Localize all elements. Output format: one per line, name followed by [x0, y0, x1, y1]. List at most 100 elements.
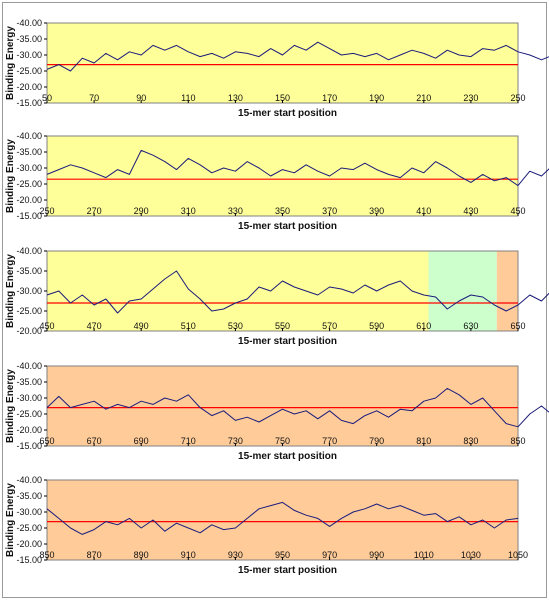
y-tick-label: -25.00 — [16, 306, 42, 316]
plot-background-yellow — [47, 23, 518, 103]
y-tick-label: -15.00 — [16, 211, 42, 221]
x-tick-label: 230 — [463, 93, 478, 103]
y-tick-label: -35.00 — [16, 377, 42, 387]
x-tick-label: 810 — [416, 436, 431, 446]
x-tick-label: 130 — [228, 93, 243, 103]
x-tick-label: 270 — [87, 206, 102, 216]
binding-energy-series-line — [46, 501, 519, 535]
plot-background-orange — [47, 366, 518, 446]
y-tick-label: -20.00 — [16, 82, 42, 92]
x-tick-label: 850 — [39, 550, 54, 560]
x-tick-label: 90 — [136, 93, 146, 103]
binding-energy-series-line — [46, 387, 549, 428]
y-tick-label: -40.00 — [16, 246, 42, 256]
y-tick-label: -40.00 — [16, 475, 42, 485]
binding-energy-series-line — [46, 270, 549, 314]
y-axis-label: Binding Energy — [5, 26, 16, 100]
y-axis-label: Binding Energy — [5, 139, 16, 213]
y-tick-label: -30.00 — [16, 286, 42, 296]
x-tick-label: 930 — [228, 550, 243, 560]
binding-energy-series-line — [46, 41, 549, 72]
x-tick-label: 450 — [510, 206, 525, 216]
y-tick-label: -40.00 — [16, 131, 42, 141]
y-tick-label: -20.00 — [16, 195, 42, 205]
x-axis-label: 15-mer start position — [238, 565, 337, 576]
x-tick-label: 590 — [369, 321, 384, 331]
chart-panel-5: -40.00 -35.00 -30.00 -25.00 -20.00 -15.00 850 8… — [0, 462, 549, 576]
x-tick-label: 250 — [39, 206, 54, 216]
y-tick-label: -40.00 — [16, 18, 42, 28]
x-tick-label: 550 — [275, 321, 290, 331]
y-tick-label: -20.00 — [16, 425, 42, 435]
x-axis-label: 15-mer start position — [238, 221, 337, 232]
x-tick-label: 450 — [39, 321, 54, 331]
x-tick-label: 370 — [322, 206, 337, 216]
x-tick-label: 390 — [369, 206, 384, 216]
y-tick-label: -20.00 — [16, 326, 42, 336]
x-tick-label: 530 — [228, 321, 243, 331]
x-tick-label: 150 — [275, 93, 290, 103]
x-tick-label: 310 — [181, 206, 196, 216]
x-tick-label: 350 — [275, 206, 290, 216]
x-tick-label: 330 — [228, 206, 243, 216]
x-tick-label: 50 — [42, 93, 52, 103]
x-tick-label: 870 — [87, 550, 102, 560]
x-tick-label: 70 — [89, 93, 99, 103]
y-tick-label: -30.00 — [16, 163, 42, 173]
x-tick-label: 110 — [181, 93, 195, 103]
x-tick-label: 850 — [510, 436, 525, 446]
y-tick-label: -40.00 — [16, 361, 42, 371]
chart-panel-4: -40.00 -35.00 -30.00 -25.00 -20.00 -15.00 650 6… — [0, 348, 549, 462]
y-axis-label: Binding Energy — [5, 254, 16, 328]
x-tick-label: 510 — [181, 321, 196, 331]
x-tick-label: 730 — [228, 436, 243, 446]
chart-panel-2: -40.00 -35.00 -30.00 -25.00 -20.00 -15.00 250 2… — [0, 118, 549, 232]
chart-panel-1: -40.00 -35.00 -30.00 -25.00 -20.00 -15.00 50 70… — [0, 5, 549, 119]
plot-background-orange — [496, 251, 518, 331]
x-tick-label: 1030 — [461, 550, 481, 560]
x-tick-label: 650 — [510, 321, 525, 331]
x-tick-label: 990 — [369, 550, 384, 560]
y-tick-label: -15.00 — [16, 98, 42, 108]
x-tick-label: 650 — [39, 436, 54, 446]
x-tick-label: 290 — [134, 206, 149, 216]
x-axis-label: 15-mer start position — [238, 108, 337, 119]
x-tick-label: 490 — [134, 321, 149, 331]
x-tick-label: 170 — [322, 93, 337, 103]
x-tick-label: 710 — [181, 436, 196, 446]
y-tick-label: -35.00 — [16, 491, 42, 501]
y-tick-label: -15.00 — [16, 555, 42, 565]
x-axis-label: 15-mer start position — [238, 336, 337, 347]
x-tick-label: 950 — [275, 550, 290, 560]
y-tick-label: -25.00 — [16, 523, 42, 533]
x-tick-label: 770 — [322, 436, 337, 446]
y-tick-label: -15.00 — [16, 441, 42, 451]
y-axis-label: Binding Energy — [5, 369, 16, 443]
chart-panel-3: -40.00 -35.00 -30.00 -25.00 -20.00 450 470 490 5… — [0, 233, 549, 347]
x-tick-label: 910 — [181, 550, 196, 560]
y-tick-label: -25.00 — [16, 409, 42, 419]
x-tick-label: 610 — [416, 321, 431, 331]
x-tick-label: 470 — [87, 321, 102, 331]
x-tick-label: 570 — [322, 321, 337, 331]
binding-energy-series-line — [46, 149, 549, 187]
y-tick-label: -25.00 — [16, 179, 42, 189]
x-tick-label: 250 — [510, 93, 525, 103]
x-tick-label: 190 — [369, 93, 384, 103]
x-tick-label: 670 — [87, 436, 102, 446]
x-tick-label: 890 — [134, 550, 149, 560]
y-tick-label: -25.00 — [16, 66, 42, 76]
x-tick-label: 430 — [463, 206, 478, 216]
x-tick-label: 1010 — [414, 550, 434, 560]
y-tick-label: -35.00 — [16, 34, 42, 44]
y-tick-label: -35.00 — [16, 147, 42, 157]
x-tick-label: 970 — [322, 550, 337, 560]
x-tick-label: 830 — [463, 436, 478, 446]
plot-background-green — [428, 251, 497, 331]
x-axis-label: 15-mer start position — [238, 451, 337, 462]
y-tick-label: -35.00 — [16, 266, 42, 276]
